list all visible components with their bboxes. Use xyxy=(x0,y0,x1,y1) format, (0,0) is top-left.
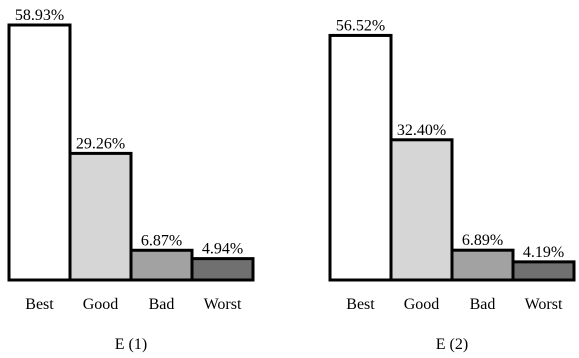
bar-best xyxy=(7,23,72,282)
value-label-good: 29.26% xyxy=(76,135,125,152)
category-label-good: Good xyxy=(404,296,440,313)
category-label-bad: Bad xyxy=(149,296,175,313)
bar-bad xyxy=(129,248,194,282)
value-label-worst: 4.94% xyxy=(202,241,243,258)
chart-caption: E (1) xyxy=(115,336,147,353)
value-label-bad: 6.89% xyxy=(462,232,503,249)
value-label-worst: 4.19% xyxy=(523,244,564,261)
category-label-best: Best xyxy=(25,296,54,313)
value-label-bad: 6.87% xyxy=(141,232,182,249)
category-label-best: Best xyxy=(346,296,375,313)
chart-panel-1: 58.93% Best 29.26% Good 6.87% Bad 4.94% Worst E … xyxy=(7,7,255,353)
category-label-good: Good xyxy=(83,296,119,313)
value-label-best: 58.93% xyxy=(15,7,64,24)
value-label-best: 56.52% xyxy=(336,17,385,34)
category-label-worst: Worst xyxy=(204,296,242,313)
bar-worst xyxy=(511,260,576,282)
chart-panel-2: 56.52% Best 32.40% Good 6.89% Bad 4.19% Worst E … xyxy=(328,17,576,353)
bar-good xyxy=(68,151,133,282)
category-label-worst: Worst xyxy=(525,296,563,313)
bar-good xyxy=(389,138,454,282)
chart-caption: E (2) xyxy=(436,336,468,353)
value-label-good: 32.40% xyxy=(397,122,446,139)
bar-worst xyxy=(190,257,255,282)
category-label-bad: Bad xyxy=(470,296,496,313)
bar-bad xyxy=(450,248,515,282)
bar-best xyxy=(328,33,393,282)
